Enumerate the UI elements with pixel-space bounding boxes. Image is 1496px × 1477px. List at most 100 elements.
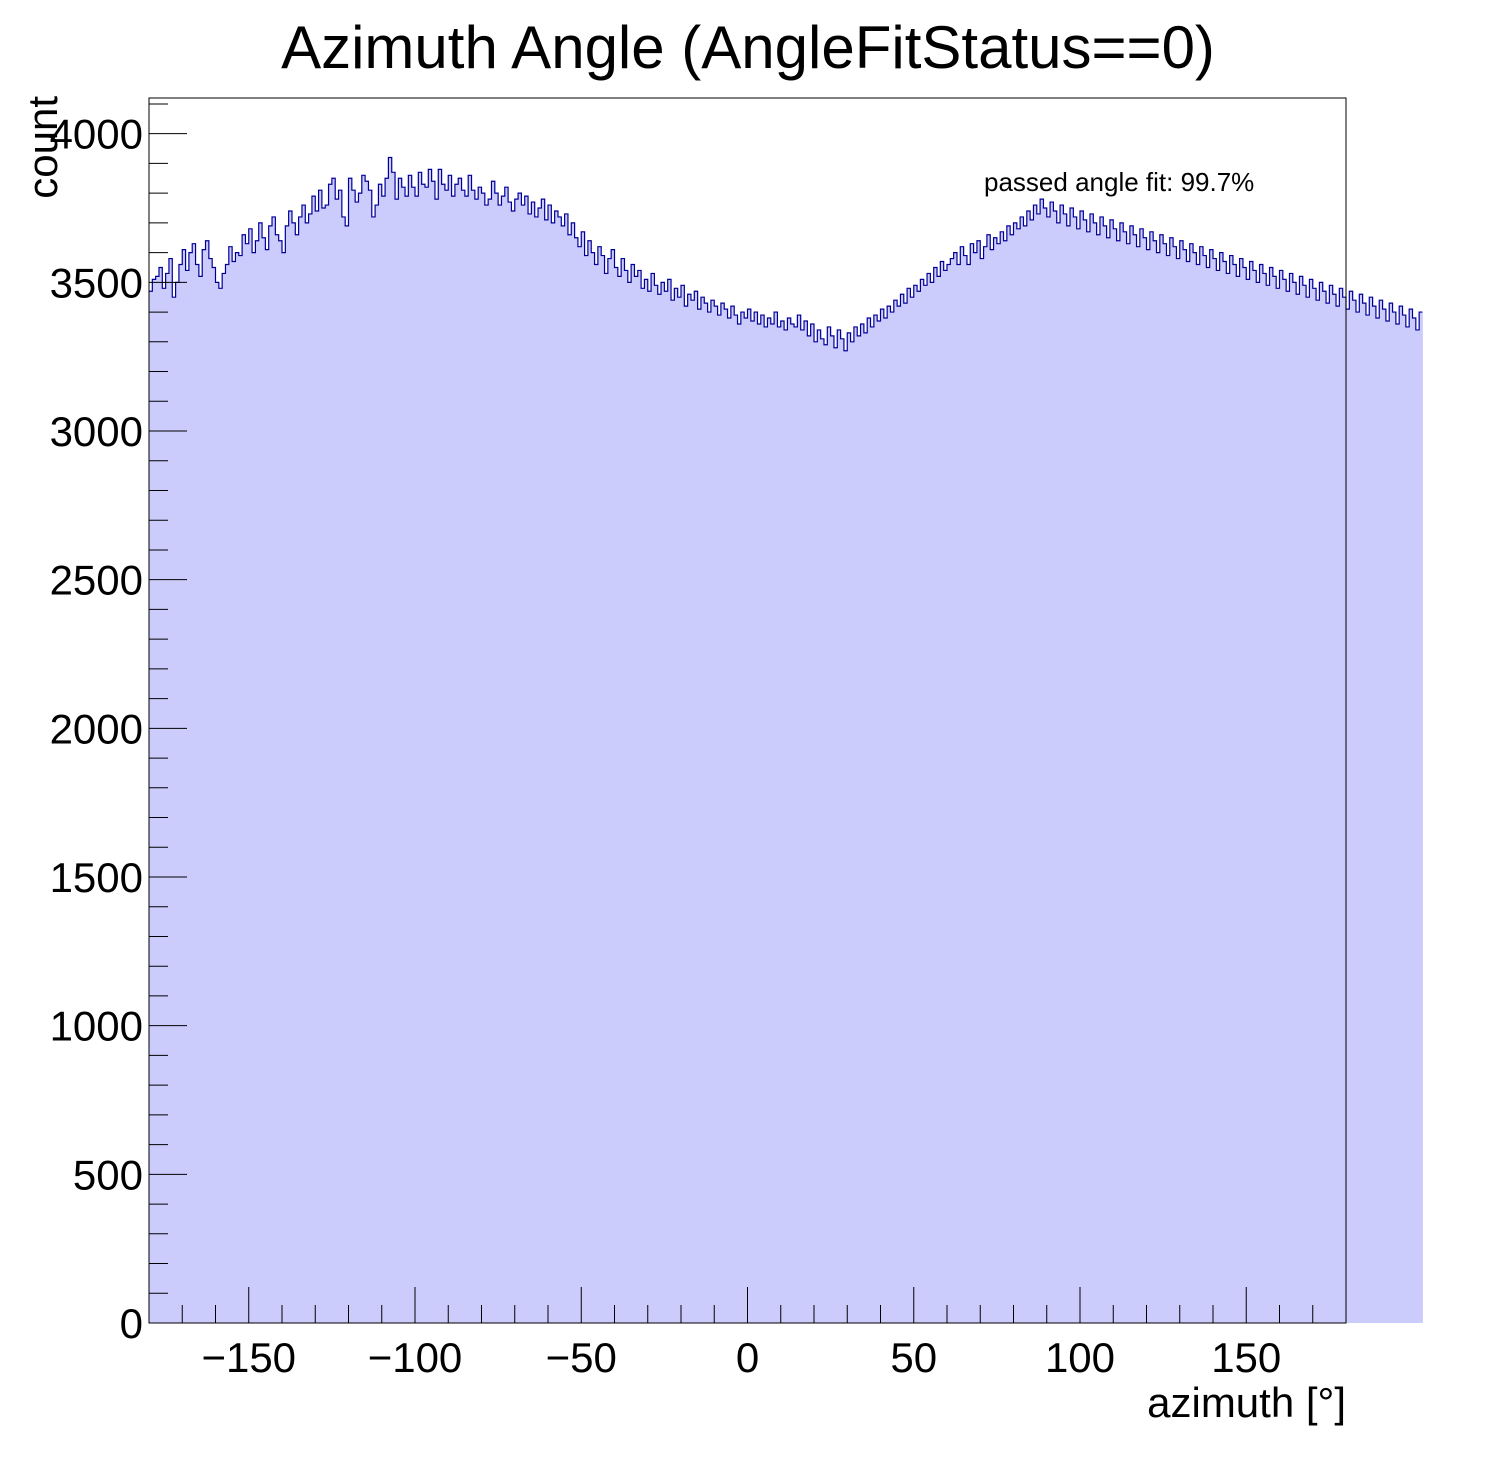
histogram-bin <box>1296 294 1300 1324</box>
histogram-bin <box>531 202 536 1323</box>
histogram-bin <box>1089 213 1094 1323</box>
histogram-bin <box>1332 294 1337 1324</box>
histogram-bin <box>634 276 639 1323</box>
histogram-bin <box>1023 225 1028 1324</box>
histogram-bin <box>1199 246 1204 1324</box>
histogram-bin <box>282 252 286 1323</box>
y-tick-label: 500 <box>73 1151 143 1198</box>
histogram-bin <box>1419 312 1423 1324</box>
histogram-bin <box>1139 228 1144 1324</box>
histogram-bin <box>215 282 220 1323</box>
x-tick-label: −150 <box>201 1334 296 1381</box>
histogram-bin <box>491 181 496 1323</box>
y-tick-label: 2500 <box>50 557 143 604</box>
histogram-bin <box>677 297 682 1323</box>
fit-annotation: passed angle fit: 99.7% <box>984 167 1254 197</box>
histogram-bin <box>1302 285 1307 1323</box>
histogram-bin <box>245 243 250 1323</box>
histogram-bin <box>185 270 190 1324</box>
histogram-bin <box>1262 273 1267 1323</box>
histogram-bin <box>1163 243 1167 1323</box>
histogram-bin <box>428 169 433 1323</box>
histogram-bin <box>810 323 815 1323</box>
histogram-bin <box>930 282 935 1323</box>
histogram-bin <box>1143 237 1147 1324</box>
histogram-bin <box>478 187 482 1324</box>
histogram-bin <box>355 202 359 1323</box>
histogram-bin <box>847 332 851 1324</box>
histogram-bin <box>218 288 223 1323</box>
histogram-bin <box>268 225 273 1324</box>
histogram-bin <box>840 338 845 1323</box>
histogram-bin <box>1159 234 1164 1323</box>
histogram-bin <box>1362 303 1367 1323</box>
histogram-bin <box>1203 255 1207 1323</box>
histogram-bin <box>747 309 752 1323</box>
histogram-bin <box>1405 326 1410 1323</box>
histogram-bin <box>1242 267 1247 1323</box>
histogram-bin <box>1076 228 1081 1324</box>
histogram-bin <box>667 279 672 1324</box>
x-tick-label: 150 <box>1211 1334 1281 1381</box>
histogram-bin <box>654 285 659 1323</box>
histogram-bin <box>1349 291 1354 1324</box>
histogram-bin <box>697 309 702 1323</box>
histogram-bin <box>541 199 546 1323</box>
histogram-bin <box>913 285 918 1323</box>
histogram-bin <box>850 341 855 1323</box>
histogram-bin <box>448 175 452 1324</box>
histogram-bin <box>1392 312 1397 1324</box>
histogram-bin <box>996 243 1001 1323</box>
histogram-bin <box>1252 270 1257 1324</box>
histogram-bin <box>890 312 895 1324</box>
histogram-bin <box>291 222 296 1323</box>
histogram-bin <box>564 213 569 1323</box>
histogram-bin <box>1352 300 1357 1324</box>
histogram-bin <box>557 216 562 1324</box>
histogram-bin <box>155 276 160 1323</box>
histogram-bin <box>168 258 173 1324</box>
histogram-bin <box>976 240 981 1323</box>
histogram-bin <box>212 267 216 1323</box>
histogram-bin <box>385 178 389 1323</box>
histogram-bin <box>597 246 602 1324</box>
histogram-bin <box>601 255 605 1323</box>
histogram-bin <box>1309 279 1314 1324</box>
histogram-bin <box>700 297 705 1323</box>
histogram-bin <box>1269 267 1274 1323</box>
histogram-bin <box>1016 228 1021 1324</box>
histogram-bin <box>661 282 665 1323</box>
histogram-bin <box>1179 240 1184 1323</box>
histogram-bin <box>833 347 838 1323</box>
histogram-bin <box>917 291 921 1324</box>
histogram-bin <box>228 246 233 1324</box>
histogram-bin <box>252 252 256 1323</box>
histogram-bin <box>883 318 888 1323</box>
histogram-bin <box>1030 219 1034 1324</box>
histogram-bin <box>927 273 931 1323</box>
histogram-bin <box>707 312 712 1324</box>
histogram-bin <box>827 326 832 1323</box>
histogram-bin <box>265 249 270 1324</box>
histogram-bin <box>1126 243 1131 1323</box>
histogram-bin <box>188 252 193 1323</box>
histogram-bin <box>1156 252 1161 1323</box>
histogram-bin <box>750 320 755 1323</box>
histogram-bin <box>1272 276 1277 1323</box>
histogram-bin <box>1050 202 1054 1323</box>
histogram-bin <box>1399 306 1403 1323</box>
histogram-bin <box>714 306 718 1323</box>
histogram-bin <box>1046 216 1051 1324</box>
histogram-bin <box>1123 231 1127 1323</box>
histogram-bin <box>671 300 675 1324</box>
histogram-bin <box>272 216 276 1324</box>
histogram-bin <box>1276 288 1280 1323</box>
histogram-bin <box>690 300 695 1324</box>
histogram-bin <box>717 315 722 1323</box>
histogram-bin <box>710 300 715 1324</box>
histogram-bin <box>764 326 768 1323</box>
histogram-bin <box>158 267 163 1323</box>
histogram-bin <box>1415 329 1420 1323</box>
histogram-bin <box>923 285 928 1323</box>
